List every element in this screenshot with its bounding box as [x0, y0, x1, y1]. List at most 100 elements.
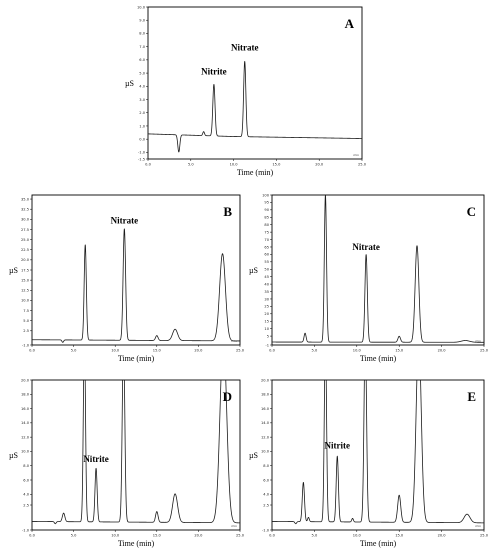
y-tick-label: 20.0 [261, 378, 270, 382]
y-tick-label: 8.0 [23, 464, 29, 468]
y-tick-label: 60 [264, 253, 269, 257]
y-tick-label: -1.0 [138, 151, 146, 155]
y-tick-label: 85 [264, 216, 269, 220]
y-tick-label: 15 [264, 320, 269, 324]
y-tick-label: 20.0 [21, 378, 30, 382]
peak-annotation-nitrite: Nitrite [325, 441, 350, 451]
y-tick-label: 55 [264, 260, 269, 264]
y-tick-label: -1.0 [22, 528, 30, 532]
y-tick-label: 27.5 [21, 228, 29, 232]
y-tick-label: 35.0 [21, 197, 30, 201]
plot-frame [147, 6, 363, 160]
y-axis-label: µS [125, 79, 134, 88]
y-tick-label: 14.0 [21, 421, 30, 425]
y-tick-label: 10.0 [137, 5, 146, 9]
y-axis-label: µS [249, 266, 258, 275]
x-tick-label: 0.0 [29, 534, 35, 538]
x-tick-label: 5.0 [71, 534, 77, 538]
x-tick-label: 15.0 [395, 349, 404, 353]
y-tick-label: 6.0 [263, 478, 269, 482]
panel-c: 0.0 5.0 10.0 15.0 20.0 25.0 -1 5 10 15 20 25 30 35 40 4… [249, 193, 489, 363]
y-tick-label: 16.0 [261, 407, 270, 411]
peak-annotation-nitrate: Nitrate [231, 43, 258, 53]
panel-e: 0.0 5.0 10.0 15.0 20.0 25.0 -1.0 2.5 4.0 6.0 8.0 10… [249, 378, 489, 548]
y-tick-label: 5 [267, 334, 269, 338]
y-tick-label: -1.0 [22, 343, 30, 347]
peak-annotation-nitrite: Nitrite [201, 66, 226, 76]
x-tick-label: 10.0 [111, 534, 120, 538]
peak-annotation-nitrite: Nitrite [83, 454, 108, 464]
y-axis-label: µS [9, 451, 18, 460]
x-tick-label: 10.0 [230, 163, 239, 167]
panel-letter: E [467, 389, 476, 404]
y-tick-label: 4.0 [263, 493, 269, 497]
x-axis-label: Time (min) [360, 539, 397, 548]
x-tick-label: 10.0 [353, 349, 362, 353]
peak-annotation-nitrate: Nitrate [352, 242, 379, 252]
y-tick-label: 9.0 [139, 19, 145, 23]
x-tick-label: 25.0 [236, 534, 245, 538]
y-tick-label: -1.0 [262, 528, 270, 532]
y-tick-label: 8.0 [263, 464, 269, 468]
x-tick-label: 15.0 [272, 163, 281, 167]
x-tick-label: 0.0 [145, 163, 151, 167]
y-tick-label: 50 [264, 268, 269, 272]
panel-a: 0.0 5.0 10.0 15.0 20.0 25.0 -1.5 -1.0 0.0 1.0 2.0 3… [125, 5, 367, 177]
y-tick-label: 1.0 [139, 124, 145, 128]
y-tick-label: 6.0 [139, 58, 145, 62]
x-tick-label: 5.0 [188, 163, 194, 167]
x-unit-label: min [475, 339, 481, 343]
y-tick-label: 30 [264, 297, 269, 301]
y-tick-label: 7.5 [23, 309, 29, 313]
panel-b: 0.0 5.0 10.0 15.0 20.0 25.0 -1.0 2.5 5.0 7.5 10.0 1… [9, 194, 245, 363]
y-tick-label: 65 [264, 245, 269, 249]
y-tick-label: 8.0 [139, 32, 145, 36]
y-tick-label: 6.0 [23, 478, 29, 482]
y-tick-label: 12.0 [261, 435, 270, 439]
y-tick-label: 12.5 [21, 289, 29, 293]
x-unit-label: min [353, 153, 359, 157]
y-tick-label: 5.0 [139, 71, 145, 75]
y-tick-label: 10.0 [261, 450, 270, 454]
x-tick-label: 15.0 [153, 534, 162, 538]
y-tick-label: 25.0 [21, 238, 30, 242]
plot-frame [271, 379, 485, 531]
y-tick-label: 35 [264, 290, 269, 294]
x-tick-label: 5.0 [71, 349, 77, 353]
x-unit-label: min [231, 339, 237, 343]
y-tick-label: 2.0 [139, 111, 145, 115]
y-tick-label: 70 [264, 238, 269, 242]
y-tick-label: 5.0 [23, 319, 29, 323]
y-tick-label: 100 [262, 193, 270, 197]
plot-frame [31, 379, 241, 531]
x-tick-label: 20.0 [194, 534, 203, 538]
y-tick-label: 3.0 [139, 98, 145, 102]
x-tick-label: 25.0 [236, 349, 245, 353]
y-tick-label: 20.0 [21, 258, 30, 262]
y-axis-label: µS [9, 266, 18, 275]
y-tick-label: 2.5 [263, 503, 269, 507]
x-tick-label: 0.0 [269, 534, 275, 538]
x-tick-label: 15.0 [395, 534, 404, 538]
panel-letter: B [223, 204, 232, 219]
x-tick-label: 25.0 [358, 163, 367, 167]
x-tick-label: 5.0 [312, 534, 318, 538]
peak-annotation-nitrate: Nitrate [111, 215, 138, 225]
chromatogram-trace [32, 380, 240, 525]
y-tick-label: 10.0 [21, 450, 30, 454]
x-unit-label: min [231, 524, 237, 528]
chromatogram-trace [272, 195, 484, 343]
y-tick-label: 10 [264, 327, 269, 331]
y-tick-label: 45 [264, 275, 269, 279]
y-tick-label: 75 [264, 230, 269, 234]
y-tick-label: 0.0 [139, 137, 145, 141]
x-tick-label: 25.0 [480, 534, 489, 538]
panel-letter: C [467, 204, 476, 219]
y-tick-label: 12.0 [21, 435, 30, 439]
y-tick-label: 40 [264, 282, 269, 286]
y-tick-label: 17.5 [21, 268, 29, 272]
x-axis-label: Time (min) [237, 168, 274, 177]
plot-frame [271, 194, 485, 346]
y-tick-label: 25 [264, 305, 269, 309]
